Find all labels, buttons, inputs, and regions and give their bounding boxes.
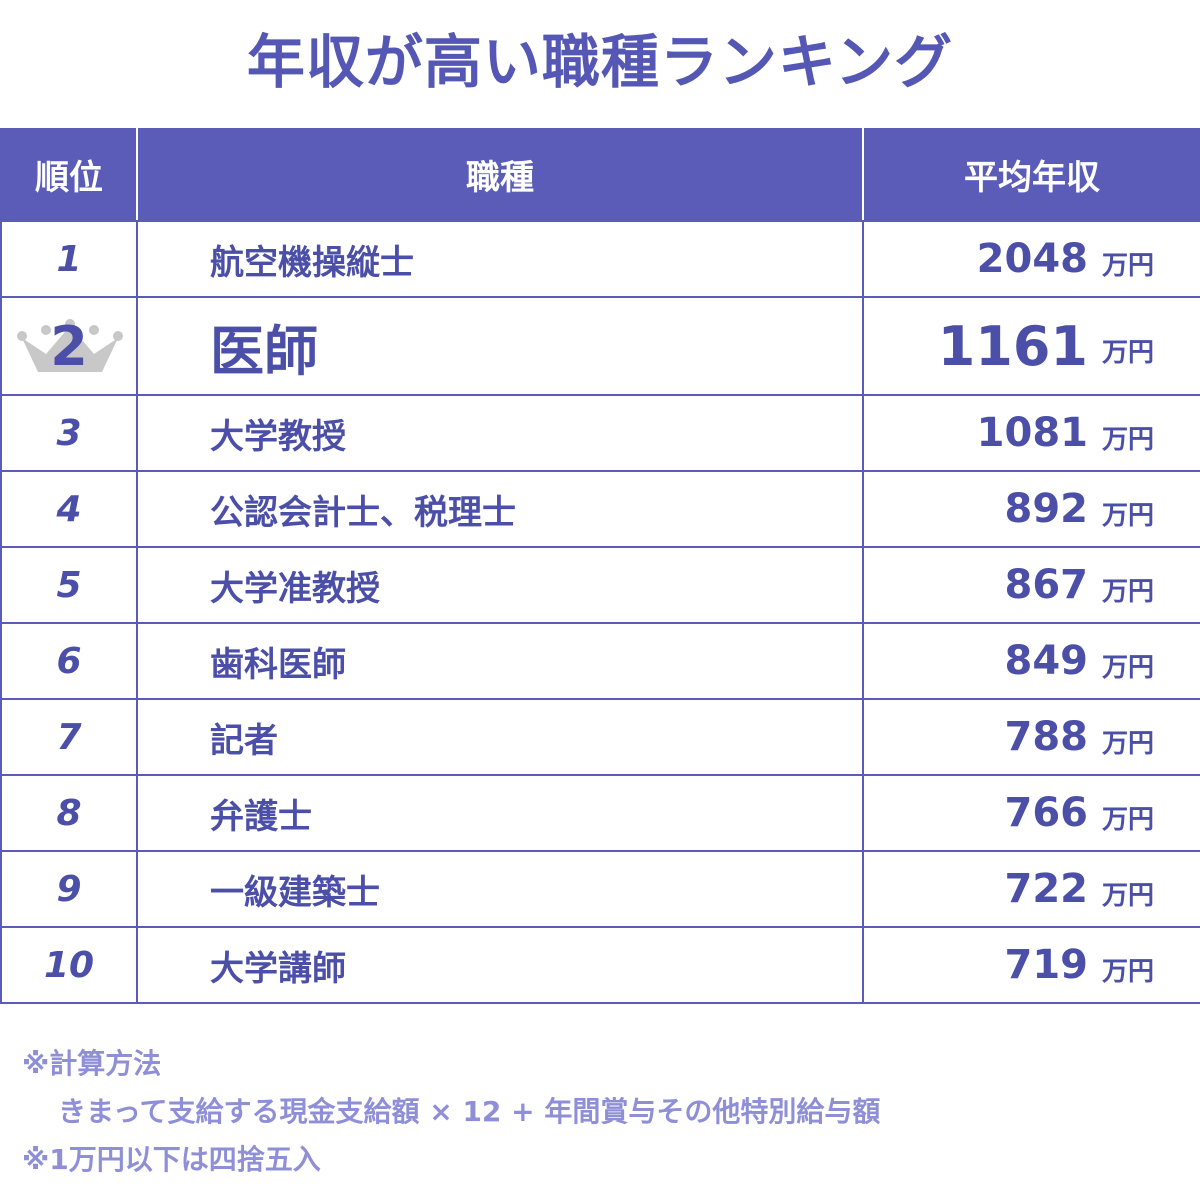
salary-unit: 万円 xyxy=(1101,804,1154,835)
salary-cell: 722 万円 xyxy=(864,852,1200,926)
salary-cell: 867 万円 xyxy=(864,548,1200,622)
salary-unit: 万円 xyxy=(1101,424,1154,455)
table-row: 5 大学准教授 867 万円 xyxy=(2,546,1200,622)
salary-cell: 766 万円 xyxy=(864,776,1200,850)
crown-icon xyxy=(17,319,123,372)
rank-cell: 7 xyxy=(2,700,138,774)
job-cell: 公認会計士、税理士 xyxy=(138,472,864,546)
rank-cell: 1 xyxy=(2,222,138,296)
job-cell: 航空機操縦士 xyxy=(138,222,864,296)
salary-cell: 719 万円 xyxy=(864,928,1200,1002)
table-row: 7 記者 788 万円 xyxy=(2,698,1200,774)
ranking-table: 順位 職種 平均年収 1 航空機操縦士 2048 万円 2 医師 1161 万円 3… xyxy=(0,128,1200,1004)
salary-unit: 万円 xyxy=(1101,250,1154,281)
salary-value: 788 xyxy=(1004,714,1088,760)
footnotes: ※計算方法 きまって支給する現金支給額 × 12 + 年間賞与その他特別給与額 … xyxy=(22,1040,880,1184)
job-cell: 大学講師 xyxy=(138,928,864,1002)
salary-value: 766 xyxy=(1004,790,1088,836)
table-row: 3 大学教授 1081 万円 xyxy=(2,394,1200,470)
salary-unit: 万円 xyxy=(1101,337,1154,368)
rank-cell: 2 xyxy=(2,298,138,394)
table-row: 1 航空機操縦士 2048 万円 xyxy=(2,220,1200,296)
rank-cell: 4 xyxy=(2,472,138,546)
job-cell: 記者 xyxy=(138,700,864,774)
salary-cell: 892 万円 xyxy=(864,472,1200,546)
salary-cell: 1161 万円 xyxy=(864,298,1200,394)
salary-value: 849 xyxy=(1004,638,1088,684)
header-job: 職種 xyxy=(138,128,864,220)
table-row: 10 大学講師 719 万円 xyxy=(2,926,1200,1002)
rounding-note: ※1万円以下は四捨五入 xyxy=(22,1143,321,1176)
salary-value: 1161 xyxy=(937,314,1088,378)
salary-unit: 万円 xyxy=(1101,576,1154,607)
salary-cell: 1081 万円 xyxy=(864,396,1200,470)
page-title: 年収が高い職種ランキング xyxy=(246,28,954,96)
salary-value: 892 xyxy=(1004,486,1088,532)
job-cell: 大学准教授 xyxy=(138,548,864,622)
table-row: 8 弁護士 766 万円 xyxy=(2,774,1200,850)
salary-value: 2048 xyxy=(976,236,1088,282)
salary-unit: 万円 xyxy=(1101,880,1154,911)
rank-cell: 9 xyxy=(2,852,138,926)
salary-cell: 2048 万円 xyxy=(864,222,1200,296)
salary-cell: 849 万円 xyxy=(864,624,1200,698)
rank-cell: 6 xyxy=(2,624,138,698)
job-cell: 弁護士 xyxy=(138,776,864,850)
rank-cell: 8 xyxy=(2,776,138,850)
job-cell: 医師 xyxy=(138,298,864,394)
header-salary: 平均年収 xyxy=(964,157,1100,198)
salary-cell: 788 万円 xyxy=(864,700,1200,774)
header-rank: 順位 xyxy=(2,128,138,220)
table-row: 2 医師 1161 万円 xyxy=(2,296,1200,394)
salary-unit: 万円 xyxy=(1101,728,1154,759)
rank-cell: 3 xyxy=(2,396,138,470)
table-header: 順位 職種 平均年収 xyxy=(2,128,1200,220)
job-cell: 一級建築士 xyxy=(138,852,864,926)
salary-value: 867 xyxy=(1004,562,1088,608)
salary-value: 722 xyxy=(1004,866,1088,912)
salary-unit: 万円 xyxy=(1101,500,1154,531)
salary-unit: 万円 xyxy=(1101,956,1154,987)
method-formula: きまって支給する現金支給額 × 12 + 年間賞与その他特別給与額 xyxy=(58,1095,881,1128)
rank-number: 2 xyxy=(50,314,88,378)
table-row: 9 一級建築士 722 万円 xyxy=(2,850,1200,926)
job-cell: 歯科医師 xyxy=(138,624,864,698)
table-row: 4 公認会計士、税理士 892 万円 xyxy=(2,470,1200,546)
table-row: 6 歯科医師 849 万円 xyxy=(2,622,1200,698)
job-cell: 大学教授 xyxy=(138,396,864,470)
method-title: ※計算方法 xyxy=(22,1047,162,1080)
salary-unit: 万円 xyxy=(1101,652,1154,683)
salary-value: 719 xyxy=(1004,942,1088,988)
rank-cell: 5 xyxy=(2,548,138,622)
salary-value: 1081 xyxy=(976,410,1088,456)
rank-cell: 10 xyxy=(2,928,138,1002)
